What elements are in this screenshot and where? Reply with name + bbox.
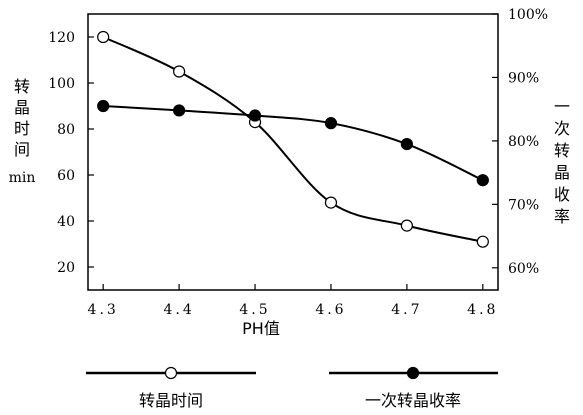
data-point: [97, 30, 110, 44]
left-tick-label: 20: [57, 260, 75, 276]
series-points-crystal-time: [97, 30, 489, 248]
left-axis-title-char: 时: [14, 119, 30, 138]
series-line-crystal-yield: [103, 105, 484, 182]
series-line-crystal-time: [102, 36, 484, 243]
left-axis-unit: min: [9, 170, 36, 186]
data-point: [324, 117, 338, 130]
right-axis-title-char: 次: [554, 119, 570, 138]
x-tick-label: 4.6: [315, 302, 346, 318]
data-point: [324, 196, 338, 209]
right-tick-label: 100%: [508, 7, 548, 23]
left-axis-title-char: 间: [14, 140, 30, 159]
data-point: [173, 104, 186, 117]
x-axis: 4.3 4.4 4.5 4.6 4.7 4.8: [88, 284, 498, 318]
left-tick-label: 60: [57, 168, 75, 184]
x-tick-label: 4.3: [88, 302, 119, 318]
left-tick-label: 40: [57, 214, 75, 230]
x-tick-label: 4.5: [239, 302, 270, 318]
data-point: [400, 137, 413, 151]
data-point: [97, 99, 110, 113]
left-tick-label: 100: [48, 76, 75, 92]
right-axis-title-char: 收: [554, 185, 570, 204]
series-points-crystal-yield: [97, 99, 489, 187]
legend-label-crystal-time: 转晶时间: [139, 391, 203, 410]
right-axis: 60% 70% 80% 90% 100%: [492, 7, 548, 277]
plot-frame: [87, 13, 499, 291]
right-axis-title-char: 晶: [554, 163, 570, 182]
x-tick-label: 4.8: [467, 302, 498, 318]
right-axis-title-char: 率: [554, 207, 570, 226]
legend-label-crystal-yield: 一次转晶收率: [365, 391, 461, 410]
data-point: [400, 219, 413, 232]
data-point: [248, 109, 262, 122]
left-tick-label: 80: [57, 122, 75, 138]
right-tick-label: 90%: [508, 70, 539, 86]
right-axis-title-char: 转: [554, 141, 570, 160]
legend: 转晶时间 一次转晶收率: [86, 366, 498, 410]
x-axis-title: PH值: [242, 319, 280, 338]
left-tick-label: 120: [48, 30, 75, 46]
right-tick-label: 60%: [508, 261, 539, 277]
data-point: [173, 65, 186, 78]
x-tick-label: 4.4: [163, 302, 194, 318]
left-axis: 20 40 60 80 100 120: [48, 30, 94, 276]
right-axis-title: 一次转晶收率: [554, 97, 570, 226]
legend-marker-crystal-time: [164, 366, 178, 380]
x-tick-label: 4.7: [391, 302, 422, 318]
legend-marker-crystal-yield: [406, 366, 420, 380]
right-tick-label: 70%: [508, 197, 539, 213]
right-axis-title-char: 一: [554, 97, 570, 116]
right-tick-label: 80%: [508, 134, 539, 150]
left-axis-title: 转晶时间: [14, 77, 30, 159]
data-point: [476, 174, 489, 187]
data-point: [476, 235, 489, 248]
left-axis-title-char: 晶: [14, 98, 30, 117]
left-axis-title-char: 转: [14, 77, 30, 96]
